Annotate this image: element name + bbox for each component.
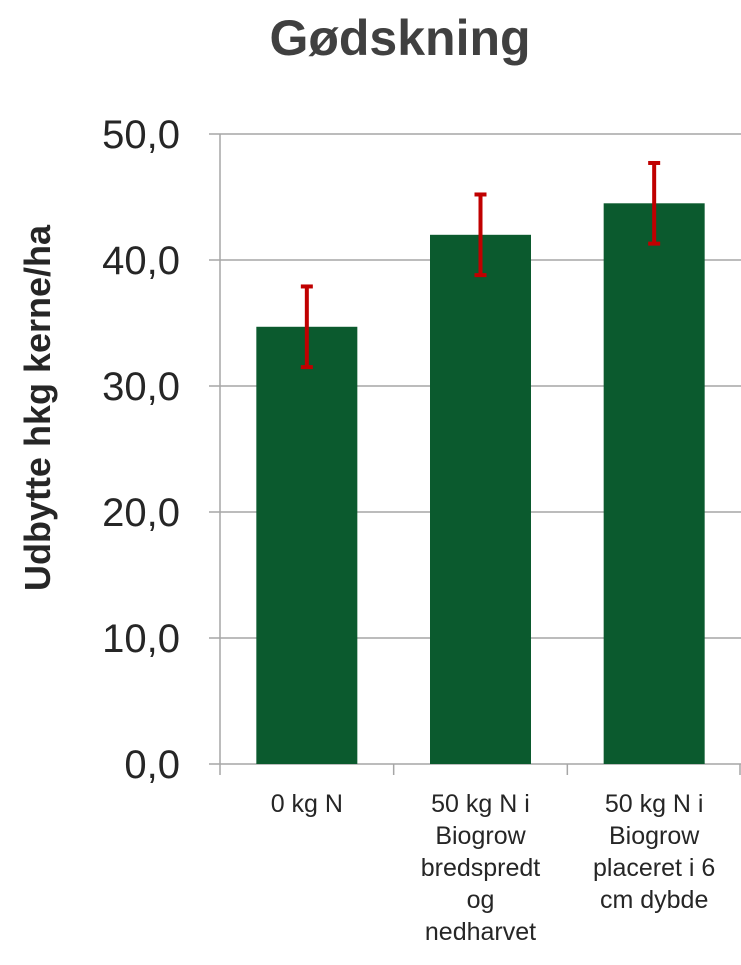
x-tick-label-line: bredspredt <box>421 854 541 882</box>
y-tick-labels: 0,0 10,0 20,0 30,0 40,0 50,0 <box>102 113 180 787</box>
bar <box>256 326 358 764</box>
bars <box>256 203 705 765</box>
error-bars <box>300 160 661 370</box>
x-tick-label: 0 kg N <box>271 790 343 818</box>
x-tick-label-line: placeret i 6 <box>593 854 715 882</box>
y-tick-label: 50,0 <box>102 113 180 157</box>
x-tick-label-line: 50 kg N i <box>605 790 704 818</box>
y-tick-label: 0,0 <box>124 743 180 787</box>
x-tick-label-line: 50 kg N i <box>431 790 530 818</box>
x-tick-label-line: nedharvet <box>425 918 536 946</box>
y-tick-label: 40,0 <box>102 239 180 283</box>
x-tick-label-line: Biogrow <box>609 822 700 850</box>
x-tick-label-line: cm dybde <box>600 886 708 914</box>
x-tick-label: 50 kg N i Biogrow bredspredt og nedharvet <box>421 790 541 946</box>
x-tick-labels: 0 kg N 50 kg N i Biogrow bredspredt og nedhar… <box>271 790 716 946</box>
y-axis-label: Udbytte hkg kerne/ha <box>17 224 58 591</box>
x-tick-label-line: og <box>467 886 495 914</box>
chart-title: Gødskning <box>269 10 530 66</box>
error-bar <box>474 192 487 278</box>
x-tick-label-line: Biogrow <box>435 822 526 850</box>
bar <box>603 203 705 765</box>
y-tick-label: 30,0 <box>102 365 180 409</box>
error-bar <box>648 160 661 246</box>
x-tick-label-line: 0 kg N <box>271 790 343 818</box>
x-tick-label: 50 kg N i Biogrow placeret i 6 cm dybde <box>593 790 715 914</box>
bar <box>430 234 531 765</box>
y-tick-label: 20,0 <box>102 491 180 535</box>
error-bar <box>300 284 313 370</box>
y-tick-label: 10,0 <box>102 617 180 661</box>
